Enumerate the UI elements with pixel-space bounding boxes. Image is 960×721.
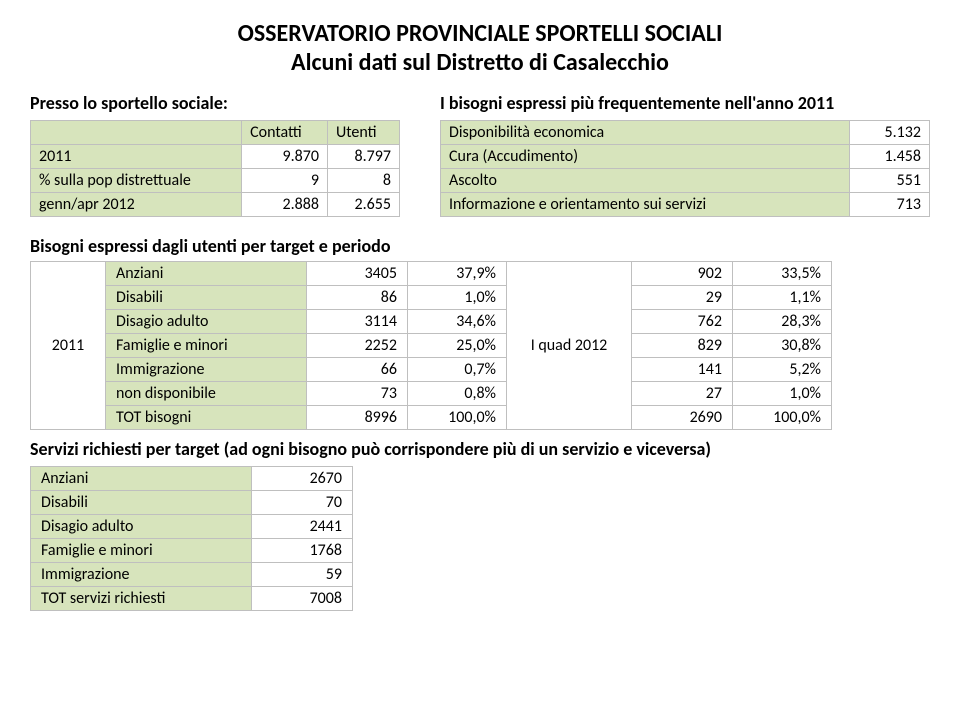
target-p1: 0,8% — [408, 381, 507, 405]
servizi-label: Famiglie e minori — [31, 538, 252, 562]
needs-label: Disponibilità economica — [441, 120, 850, 144]
contacts-row-label: genn/apr 2012 — [31, 192, 242, 216]
title-line2: Alcuni dati sul Distretto di Casalecchio — [291, 48, 669, 77]
target-v1: 73 — [307, 381, 408, 405]
target-v1: 3114 — [307, 309, 408, 333]
target-label: Anziani — [106, 261, 307, 285]
servizi-label: TOT servizi richiesti — [31, 586, 252, 610]
servizi-value: 1768 — [252, 538, 353, 562]
target-label: Disabili — [106, 285, 307, 309]
target-year-mid: I quad 2012 — [507, 261, 632, 429]
target-v1: 86 — [307, 285, 408, 309]
needs-table: Disponibilità economica5.132 Cura (Accud… — [440, 120, 930, 217]
target-label: Famiglie e minori — [106, 333, 307, 357]
contacts-cell: 2.655 — [327, 192, 399, 216]
target-v1: 3405 — [307, 261, 408, 285]
target-p1: 37,9% — [408, 261, 507, 285]
contacts-row-label: % sulla pop distrettuale — [31, 168, 242, 192]
needs-value: 551 — [850, 168, 930, 192]
contacts-cell: 9.870 — [242, 144, 328, 168]
target-v1: 8996 — [307, 405, 408, 429]
servizi-label: Disagio adulto — [31, 514, 252, 538]
target-v2: 829 — [632, 333, 733, 357]
target-p1: 1,0% — [408, 285, 507, 309]
contacts-header-1: Contatti — [242, 120, 328, 144]
contacts-cell: 2.888 — [242, 192, 328, 216]
title-line1: OSSERVATORIO PROVINCIALE SPORTELLI SOCIA… — [238, 19, 723, 48]
contacts-row-label: 2011 — [31, 144, 242, 168]
needs-label: Informazione e orientamento sui servizi — [441, 192, 850, 216]
needs-value: 1.458 — [850, 144, 930, 168]
needs-block: I bisogni espressi più frequentemente ne… — [440, 92, 930, 217]
servizi-value: 70 — [252, 490, 353, 514]
target-p1: 100,0% — [408, 405, 507, 429]
target-p2: 30,8% — [733, 333, 832, 357]
servizi-table: Anziani2670 Disabili70 Disagio adulto244… — [30, 466, 353, 611]
target-p1: 34,6% — [408, 309, 507, 333]
servizi-value: 2441 — [252, 514, 353, 538]
target-v2: 141 — [632, 357, 733, 381]
target-p2: 28,3% — [733, 309, 832, 333]
page-title: OSSERVATORIO PROVINCIALE SPORTELLI SOCIA… — [30, 20, 930, 78]
target-p2: 1,0% — [733, 381, 832, 405]
target-p2: 33,5% — [733, 261, 832, 285]
servizi-label: Immigrazione — [31, 562, 252, 586]
servizi-label: Disabili — [31, 490, 252, 514]
servizi-value: 7008 — [252, 586, 353, 610]
needs-heading: I bisogni espressi più frequentemente ne… — [440, 92, 930, 114]
target-v2: 902 — [632, 261, 733, 285]
top-row: Presso lo sportello sociale: Contatti Ut… — [30, 92, 930, 217]
servizi-value: 2670 — [252, 466, 353, 490]
contacts-cell: 8 — [327, 168, 399, 192]
target-p2: 100,0% — [733, 405, 832, 429]
target-v2: 27 — [632, 381, 733, 405]
target-p2: 1,1% — [733, 285, 832, 309]
target-label: TOT bisogni — [106, 405, 307, 429]
target-year-left: 2011 — [31, 261, 106, 429]
target-v1: 2252 — [307, 333, 408, 357]
needs-label: Cura (Accudimento) — [441, 144, 850, 168]
target-heading: Bisogni espressi dagli utenti per target… — [30, 235, 930, 257]
contacts-cell: 8.797 — [327, 144, 399, 168]
target-v1: 66 — [307, 357, 408, 381]
target-label: non disponibile — [106, 381, 307, 405]
target-label: Disagio adulto — [106, 309, 307, 333]
target-p2: 5,2% — [733, 357, 832, 381]
contacts-heading: Presso lo sportello sociale: — [30, 92, 400, 114]
contacts-cell: 9 — [242, 168, 328, 192]
target-p1: 0,7% — [408, 357, 507, 381]
servizi-value: 59 — [252, 562, 353, 586]
servizi-heading: Servizi richiesti per target (ad ogni bi… — [30, 438, 930, 460]
target-label: Immigrazione — [106, 357, 307, 381]
target-v2: 29 — [632, 285, 733, 309]
target-v2: 2690 — [632, 405, 733, 429]
target-p1: 25,0% — [408, 333, 507, 357]
servizi-label: Anziani — [31, 466, 252, 490]
contacts-table: Contatti Utenti 2011 9.870 8.797 % sulla… — [30, 120, 400, 217]
needs-value: 713 — [850, 192, 930, 216]
needs-label: Ascolto — [441, 168, 850, 192]
contacts-block: Presso lo sportello sociale: Contatti Ut… — [30, 92, 400, 217]
target-v2: 762 — [632, 309, 733, 333]
contacts-header-2: Utenti — [327, 120, 399, 144]
target-table: 2011 Anziani 3405 37,9% I quad 2012 902 … — [30, 261, 832, 430]
needs-value: 5.132 — [850, 120, 930, 144]
